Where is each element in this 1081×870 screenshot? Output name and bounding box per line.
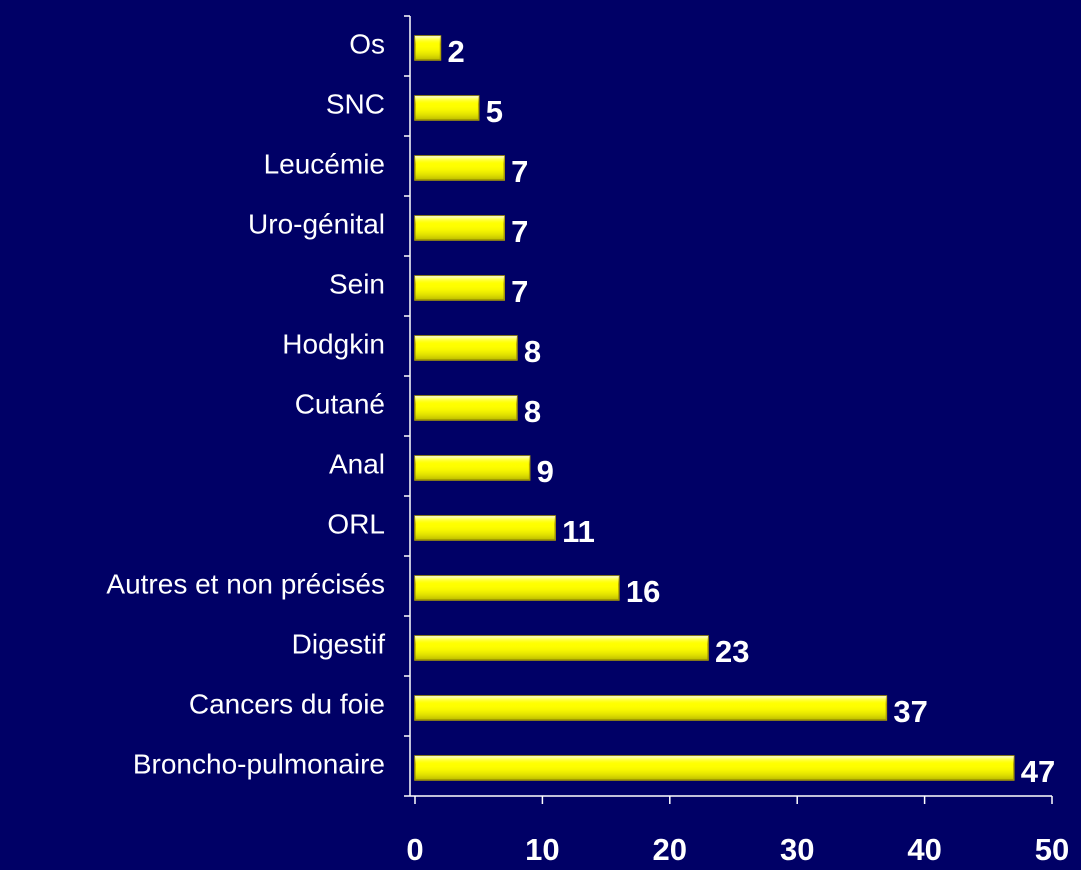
value-label: 23 <box>715 634 749 669</box>
bar-shine <box>415 156 505 180</box>
y-tick-label: Anal <box>329 448 385 479</box>
bar-shine <box>415 756 1014 780</box>
y-tick-label: Hodgkin <box>282 328 385 359</box>
y-tick-label: SNC <box>326 88 385 119</box>
value-label: 2 <box>447 34 464 69</box>
y-tick-label: Sein <box>329 268 385 299</box>
y-tick-label: Autres et non précisés <box>106 568 385 599</box>
y-tick-label: Os <box>349 28 385 59</box>
x-tick-label: 20 <box>653 832 687 867</box>
x-tick-label: 50 <box>1035 832 1069 867</box>
value-label: 16 <box>626 574 660 609</box>
x-tick-label: 30 <box>780 832 814 867</box>
value-label: 7 <box>511 274 528 309</box>
bar-shine <box>415 636 709 660</box>
bar-shine <box>415 696 887 720</box>
value-label: 7 <box>511 214 528 249</box>
y-tick-label: Cancers du foie <box>189 688 385 719</box>
y-tick-label: Cutané <box>295 388 385 419</box>
value-label: 8 <box>524 334 541 369</box>
x-tick-label: 0 <box>406 832 423 867</box>
bar-shine <box>415 456 530 480</box>
value-label: 9 <box>537 454 554 489</box>
bar-shine <box>415 516 556 540</box>
y-tick-label: Leucémie <box>264 148 385 179</box>
x-tick-label: 10 <box>525 832 559 867</box>
bar-shine <box>415 216 505 240</box>
value-label: 5 <box>486 94 503 129</box>
bar-shine <box>415 576 619 600</box>
y-tick-label: ORL <box>327 508 385 539</box>
y-tick-label: Broncho-pulmonaire <box>133 748 385 779</box>
y-tick-label: Digestif <box>292 628 386 659</box>
bar-shine <box>415 396 517 420</box>
bar-shine <box>415 96 479 120</box>
y-tick-label: Uro-génital <box>248 208 385 239</box>
bar-shine <box>415 36 441 60</box>
bar-shine <box>415 276 505 300</box>
x-tick-label: 40 <box>907 832 941 867</box>
value-label: 37 <box>893 694 927 729</box>
value-label: 8 <box>524 394 541 429</box>
value-label: 7 <box>511 154 528 189</box>
value-label: 47 <box>1021 754 1055 789</box>
value-label: 11 <box>562 514 595 549</box>
bar-shine <box>415 336 517 360</box>
